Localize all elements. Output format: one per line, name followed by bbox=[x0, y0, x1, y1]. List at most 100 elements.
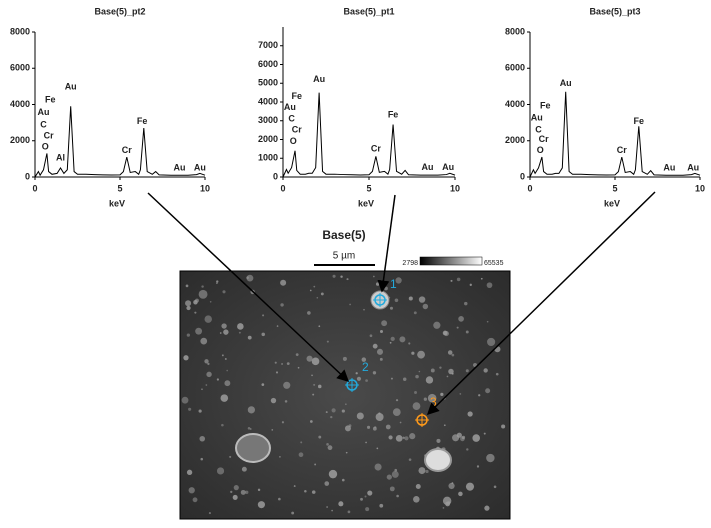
particle bbox=[280, 303, 284, 307]
particle bbox=[222, 290, 226, 294]
particle bbox=[412, 402, 421, 410]
y-tick-label: 4000 bbox=[10, 99, 30, 109]
point-label: 1 bbox=[390, 277, 397, 291]
particle bbox=[311, 490, 316, 494]
chart-title: Base(5)_pt3 bbox=[589, 6, 640, 16]
peak-label: O bbox=[42, 141, 49, 151]
particle bbox=[327, 445, 333, 451]
particle bbox=[395, 399, 399, 402]
point-1 bbox=[373, 293, 387, 307]
peak-label: Cr bbox=[371, 143, 381, 153]
particle bbox=[402, 377, 407, 382]
particle bbox=[283, 381, 291, 389]
particle bbox=[237, 323, 244, 330]
x-tick-label: 0 bbox=[32, 183, 37, 193]
particle bbox=[313, 383, 316, 386]
particle bbox=[379, 503, 384, 508]
particle bbox=[374, 463, 382, 471]
particle bbox=[270, 397, 277, 404]
particle bbox=[245, 490, 249, 494]
particle bbox=[233, 485, 239, 491]
y-tick-label: 1000 bbox=[258, 153, 278, 163]
particle bbox=[391, 470, 399, 478]
particle bbox=[247, 427, 251, 430]
particle bbox=[216, 282, 218, 284]
particle bbox=[394, 468, 398, 472]
particle bbox=[279, 456, 281, 458]
image-title: Base(5) bbox=[322, 228, 365, 242]
particle bbox=[423, 397, 427, 401]
particle bbox=[372, 275, 375, 278]
particle bbox=[443, 424, 446, 427]
particle bbox=[317, 384, 322, 389]
particle bbox=[280, 279, 287, 286]
particle bbox=[375, 413, 384, 421]
particle bbox=[274, 361, 277, 364]
particle bbox=[224, 380, 231, 387]
particle bbox=[216, 378, 220, 381]
particle bbox=[318, 325, 321, 328]
particle bbox=[394, 298, 399, 303]
particle bbox=[447, 501, 451, 505]
particle bbox=[192, 497, 198, 503]
arrow bbox=[377, 194, 396, 293]
particle bbox=[356, 376, 362, 381]
peak-label: Cr bbox=[617, 145, 627, 155]
particle bbox=[396, 494, 399, 498]
particle bbox=[185, 300, 192, 307]
peak-label: Fe bbox=[540, 101, 551, 111]
particle bbox=[232, 494, 238, 500]
particle bbox=[262, 314, 265, 317]
particle bbox=[276, 325, 279, 327]
particle bbox=[216, 280, 219, 283]
particle bbox=[230, 490, 233, 494]
x-tick-label: 0 bbox=[527, 183, 532, 193]
particle bbox=[465, 369, 469, 373]
particle bbox=[330, 415, 333, 419]
particle bbox=[206, 371, 212, 378]
particle bbox=[198, 289, 208, 299]
y-tick-label: 7000 bbox=[258, 40, 278, 50]
scale-bar-label: 5 µm bbox=[333, 251, 355, 262]
particle bbox=[208, 512, 211, 515]
particle bbox=[451, 353, 455, 357]
particle bbox=[376, 447, 379, 450]
particle bbox=[456, 277, 461, 282]
particle bbox=[181, 396, 189, 404]
particle bbox=[241, 466, 247, 472]
particle bbox=[385, 424, 391, 430]
colorbar-max: 65535 bbox=[484, 260, 504, 267]
particle bbox=[493, 485, 497, 489]
particle bbox=[326, 506, 329, 508]
y-tick-label: 6000 bbox=[10, 63, 30, 73]
particle bbox=[226, 369, 228, 372]
sem-image bbox=[179, 270, 511, 520]
particle bbox=[311, 357, 320, 366]
particle bbox=[451, 372, 454, 375]
particle bbox=[408, 342, 411, 345]
particle bbox=[439, 366, 442, 369]
particle bbox=[185, 284, 189, 288]
particle bbox=[447, 350, 453, 355]
particle bbox=[389, 341, 392, 344]
particle bbox=[201, 285, 204, 288]
particle bbox=[415, 374, 419, 379]
particle bbox=[293, 485, 296, 487]
peak-label: Au bbox=[560, 78, 572, 88]
particle bbox=[486, 282, 493, 289]
x-tick-label: 10 bbox=[200, 183, 210, 193]
x-tick-label: 0 bbox=[280, 183, 285, 193]
particle bbox=[331, 509, 333, 512]
particle bbox=[326, 340, 329, 343]
peak-label: C bbox=[535, 124, 542, 134]
particle bbox=[464, 301, 468, 306]
point-label: 3 bbox=[430, 395, 437, 409]
particle bbox=[425, 376, 434, 384]
particle bbox=[261, 332, 265, 337]
y-tick-label: 0 bbox=[25, 171, 30, 181]
particle bbox=[486, 320, 489, 323]
particle bbox=[456, 432, 462, 438]
peak-label: Cr bbox=[539, 134, 549, 144]
peak-label: Fe bbox=[388, 110, 399, 120]
